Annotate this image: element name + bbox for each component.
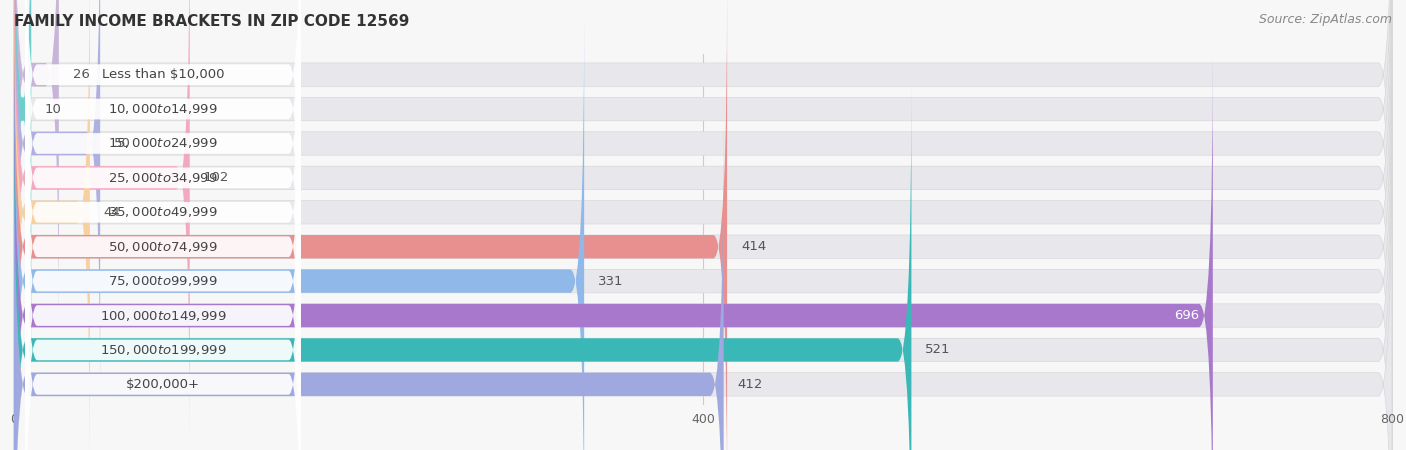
Text: Less than $10,000: Less than $10,000 [101, 68, 224, 81]
FancyBboxPatch shape [14, 0, 1392, 450]
FancyBboxPatch shape [14, 18, 583, 450]
FancyBboxPatch shape [25, 0, 301, 409]
Text: $50,000 to $74,999: $50,000 to $74,999 [108, 240, 218, 254]
Text: 10: 10 [45, 103, 62, 116]
Text: 414: 414 [741, 240, 766, 253]
Text: 102: 102 [204, 171, 229, 184]
Text: $75,000 to $99,999: $75,000 to $99,999 [108, 274, 218, 288]
Text: $15,000 to $24,999: $15,000 to $24,999 [108, 136, 218, 150]
FancyBboxPatch shape [25, 119, 301, 450]
Text: $100,000 to $149,999: $100,000 to $149,999 [100, 309, 226, 323]
Text: 331: 331 [598, 274, 623, 288]
FancyBboxPatch shape [25, 16, 301, 450]
FancyBboxPatch shape [14, 0, 90, 450]
Text: $150,000 to $199,999: $150,000 to $199,999 [100, 343, 226, 357]
FancyBboxPatch shape [14, 0, 1392, 338]
FancyBboxPatch shape [14, 0, 727, 450]
Text: $200,000+: $200,000+ [127, 378, 200, 391]
FancyBboxPatch shape [14, 52, 1392, 450]
Text: $10,000 to $14,999: $10,000 to $14,999 [108, 102, 218, 116]
FancyBboxPatch shape [14, 86, 911, 450]
FancyBboxPatch shape [14, 52, 1213, 450]
FancyBboxPatch shape [14, 86, 1392, 450]
FancyBboxPatch shape [14, 121, 1392, 450]
FancyBboxPatch shape [25, 0, 301, 340]
FancyBboxPatch shape [25, 0, 301, 443]
Text: 412: 412 [738, 378, 763, 391]
Text: 44: 44 [104, 206, 121, 219]
FancyBboxPatch shape [14, 121, 724, 450]
FancyBboxPatch shape [25, 0, 301, 305]
FancyBboxPatch shape [25, 50, 301, 450]
FancyBboxPatch shape [25, 0, 301, 374]
FancyBboxPatch shape [14, 0, 1392, 441]
FancyBboxPatch shape [25, 154, 301, 450]
Text: $35,000 to $49,999: $35,000 to $49,999 [108, 205, 218, 219]
Text: 50: 50 [114, 137, 131, 150]
FancyBboxPatch shape [14, 0, 1392, 373]
Text: Source: ZipAtlas.com: Source: ZipAtlas.com [1258, 14, 1392, 27]
FancyBboxPatch shape [14, 0, 59, 338]
FancyBboxPatch shape [14, 0, 31, 373]
FancyBboxPatch shape [14, 0, 1392, 450]
Text: 521: 521 [925, 343, 950, 356]
FancyBboxPatch shape [25, 85, 301, 450]
Text: $25,000 to $34,999: $25,000 to $34,999 [108, 171, 218, 185]
FancyBboxPatch shape [14, 18, 1392, 450]
Text: 696: 696 [1174, 309, 1199, 322]
FancyBboxPatch shape [14, 0, 100, 407]
FancyBboxPatch shape [14, 0, 190, 441]
FancyBboxPatch shape [14, 0, 1392, 407]
Text: 26: 26 [73, 68, 90, 81]
Text: FAMILY INCOME BRACKETS IN ZIP CODE 12569: FAMILY INCOME BRACKETS IN ZIP CODE 12569 [14, 14, 409, 28]
